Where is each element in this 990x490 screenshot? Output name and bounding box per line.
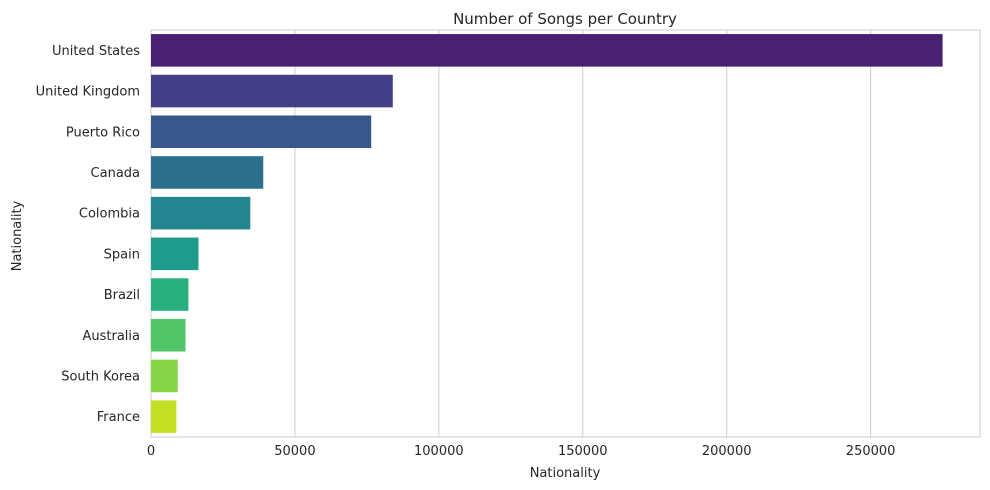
y-tick-label: Spain <box>104 247 140 262</box>
y-tick-label: United Kingdom <box>36 85 140 100</box>
bar <box>151 318 186 352</box>
y-tick-label: South Korea <box>61 369 140 384</box>
x-tick-label: 250000 <box>846 444 896 459</box>
bar <box>151 34 943 67</box>
y-tick-label: Canada <box>91 166 140 181</box>
bars <box>151 34 943 433</box>
x-tick-label: 0 <box>147 444 155 459</box>
y-tick-label: Puerto Rico <box>66 125 140 140</box>
y-tick-label: Australia <box>82 329 140 344</box>
x-tick-label: 150000 <box>558 444 608 459</box>
bar <box>151 400 177 433</box>
x-tick-labels: 0 50000 100000 150000 200000 250000 <box>147 444 896 459</box>
y-tick-label: Brazil <box>104 288 140 303</box>
bar <box>151 156 264 189</box>
y-tick-labels: United States United Kingdom Puerto Rico Ca… <box>36 44 141 425</box>
bar <box>151 237 199 271</box>
bar <box>151 115 372 149</box>
chart-title: Number of Songs per Country <box>453 10 677 28</box>
y-tick-label: Colombia <box>79 207 140 222</box>
x-tick-label: 50000 <box>274 444 315 459</box>
bar <box>151 278 189 311</box>
x-tick-label: 200000 <box>702 444 752 459</box>
bar <box>151 74 393 108</box>
x-axis-label: Nationality <box>530 466 601 481</box>
y-tick-label: United States <box>52 44 140 59</box>
x-tick-label: 100000 <box>414 444 464 459</box>
y-axis-label: Nationality <box>10 200 25 271</box>
y-tick-label: France <box>97 410 140 425</box>
bar <box>151 196 251 230</box>
bar <box>151 359 178 393</box>
